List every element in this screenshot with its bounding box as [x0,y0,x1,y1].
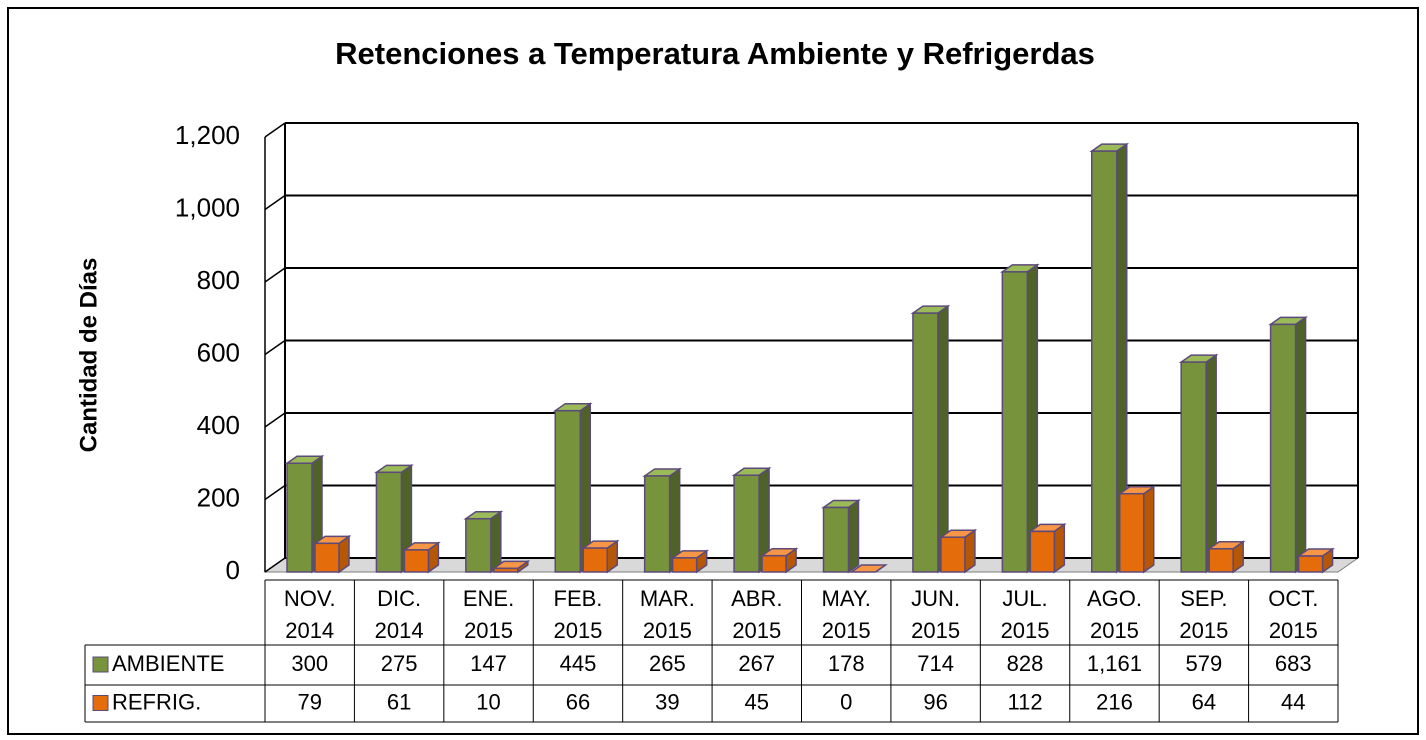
bar [1269,323,1297,573]
data-table-value: 0 [840,689,852,714]
bar [375,471,403,573]
data-table-value: 714 [917,651,954,676]
bar [1001,271,1029,573]
y-axis-label: Cantidad de Días [75,258,102,453]
x-tick-label: MAY. 2015 [822,586,871,643]
data-table-value: 66 [566,689,590,714]
bar [912,312,939,573]
legend-label: AMBIENTE [112,651,224,676]
x-tick-label: OCT. 2015 [1268,586,1318,643]
grid-line-side [264,339,286,356]
grid-line-side [264,267,286,283]
x-tick-label: NOV. 2014 [284,586,336,643]
x-tick-label: DIC. 2014 [375,586,424,643]
bar [314,542,340,573]
grid-line-side [264,557,286,573]
legend-swatch [92,695,109,711]
bar [286,462,313,573]
legend-swatch [92,656,109,673]
grid-line-side [264,412,286,428]
legend-label: REFRIG. [112,689,201,714]
bar [1297,555,1324,573]
y-tick-label: 600 [197,337,240,367]
bar [822,506,850,573]
bar [465,517,492,573]
data-table-value: 45 [745,689,769,714]
data-table-value: 1,161 [1087,651,1142,676]
data-table-value: 683 [1275,651,1312,676]
bar [554,409,581,573]
y-tick-label: 0 [226,555,240,585]
x-tick-label: JUN. 2015 [911,586,960,643]
data-table-value: 216 [1096,689,1133,714]
x-tick-label: JUL. 2015 [1001,586,1050,643]
bar-side [937,304,949,574]
y-tick-label: 1,000 [175,192,240,222]
y-tick-label: 200 [197,482,240,512]
bar [493,567,519,573]
data-table-value: 445 [560,651,597,676]
bar [733,474,760,573]
x-tick-label: SEP. 2015 [1179,586,1228,643]
bar [1180,361,1207,573]
data-table-value: 178 [828,651,865,676]
data-table-value: 828 [1007,651,1044,676]
bar-side [490,510,502,574]
y-tick-label: 800 [197,265,240,295]
bar [582,547,608,573]
x-tick-label: ABR. 2015 [731,586,782,643]
bar-side [847,499,860,574]
data-table-value: 96 [923,689,947,714]
data-table-value: 10 [476,689,500,714]
chart-title: Retenciones a Temperatura Ambiente y Ref… [335,36,1095,71]
data-table-value: 265 [649,651,686,676]
y-tick-label: 400 [197,410,240,440]
data-table-value: 147 [470,651,507,676]
bar [1091,150,1118,573]
grid-line-side [264,122,286,138]
grid-line-side [264,194,286,211]
bar-side [1053,522,1066,574]
bar [643,475,671,573]
bar [761,554,787,573]
x-tick-label: ENE. 2015 [463,586,514,643]
x-tick-label: AGO. 2015 [1087,586,1142,643]
x-tick-label: FEB. 2015 [553,586,602,643]
bar [1029,530,1056,573]
bar [940,536,966,573]
y-tick-label: 1,200 [175,120,240,150]
x-tick-label: MAR. 2015 [640,586,695,643]
data-table-value: 112 [1008,689,1043,714]
data-table-value: 39 [655,689,679,714]
data-table-value: 64 [1192,689,1216,714]
data-table-value: 267 [738,651,775,676]
data-table-value: 300 [291,651,328,676]
bar [1119,492,1145,573]
bar [671,557,698,573]
data-table-value: 579 [1186,651,1223,676]
bar-side [1205,353,1217,574]
data-table-value: 275 [381,651,418,676]
data-table-value: 44 [1281,689,1305,714]
data-table-value: 79 [297,689,321,714]
bar [403,549,430,573]
bar [1208,548,1234,573]
bar-side [1294,315,1307,574]
bar-side [1143,485,1155,574]
bar-side [1026,263,1039,574]
data-table-value: 61 [387,689,411,714]
grid-line-side [264,484,286,501]
bar-top [849,564,888,573]
